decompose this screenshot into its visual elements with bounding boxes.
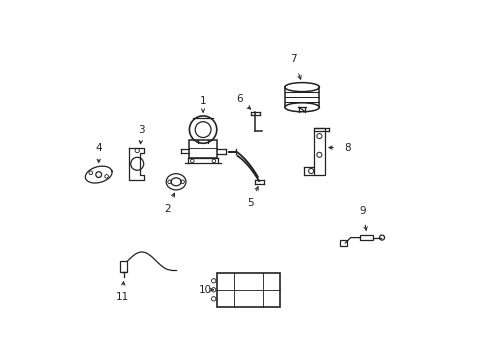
Text: 10: 10 xyxy=(198,285,211,295)
Text: 5: 5 xyxy=(247,198,253,208)
Text: 8: 8 xyxy=(343,143,350,153)
Text: 3: 3 xyxy=(138,125,145,135)
Bar xyxy=(189,140,216,158)
Bar xyxy=(216,273,279,307)
Text: 9: 9 xyxy=(359,206,365,216)
Bar xyxy=(313,128,325,175)
Text: 6: 6 xyxy=(235,94,242,104)
Text: 2: 2 xyxy=(163,204,170,214)
Text: 11: 11 xyxy=(115,292,128,302)
Text: 4: 4 xyxy=(95,143,102,153)
Bar xyxy=(360,235,373,240)
Text: 1: 1 xyxy=(200,96,206,106)
Bar xyxy=(339,240,346,246)
Text: 7: 7 xyxy=(289,54,296,64)
Bar xyxy=(120,261,127,272)
